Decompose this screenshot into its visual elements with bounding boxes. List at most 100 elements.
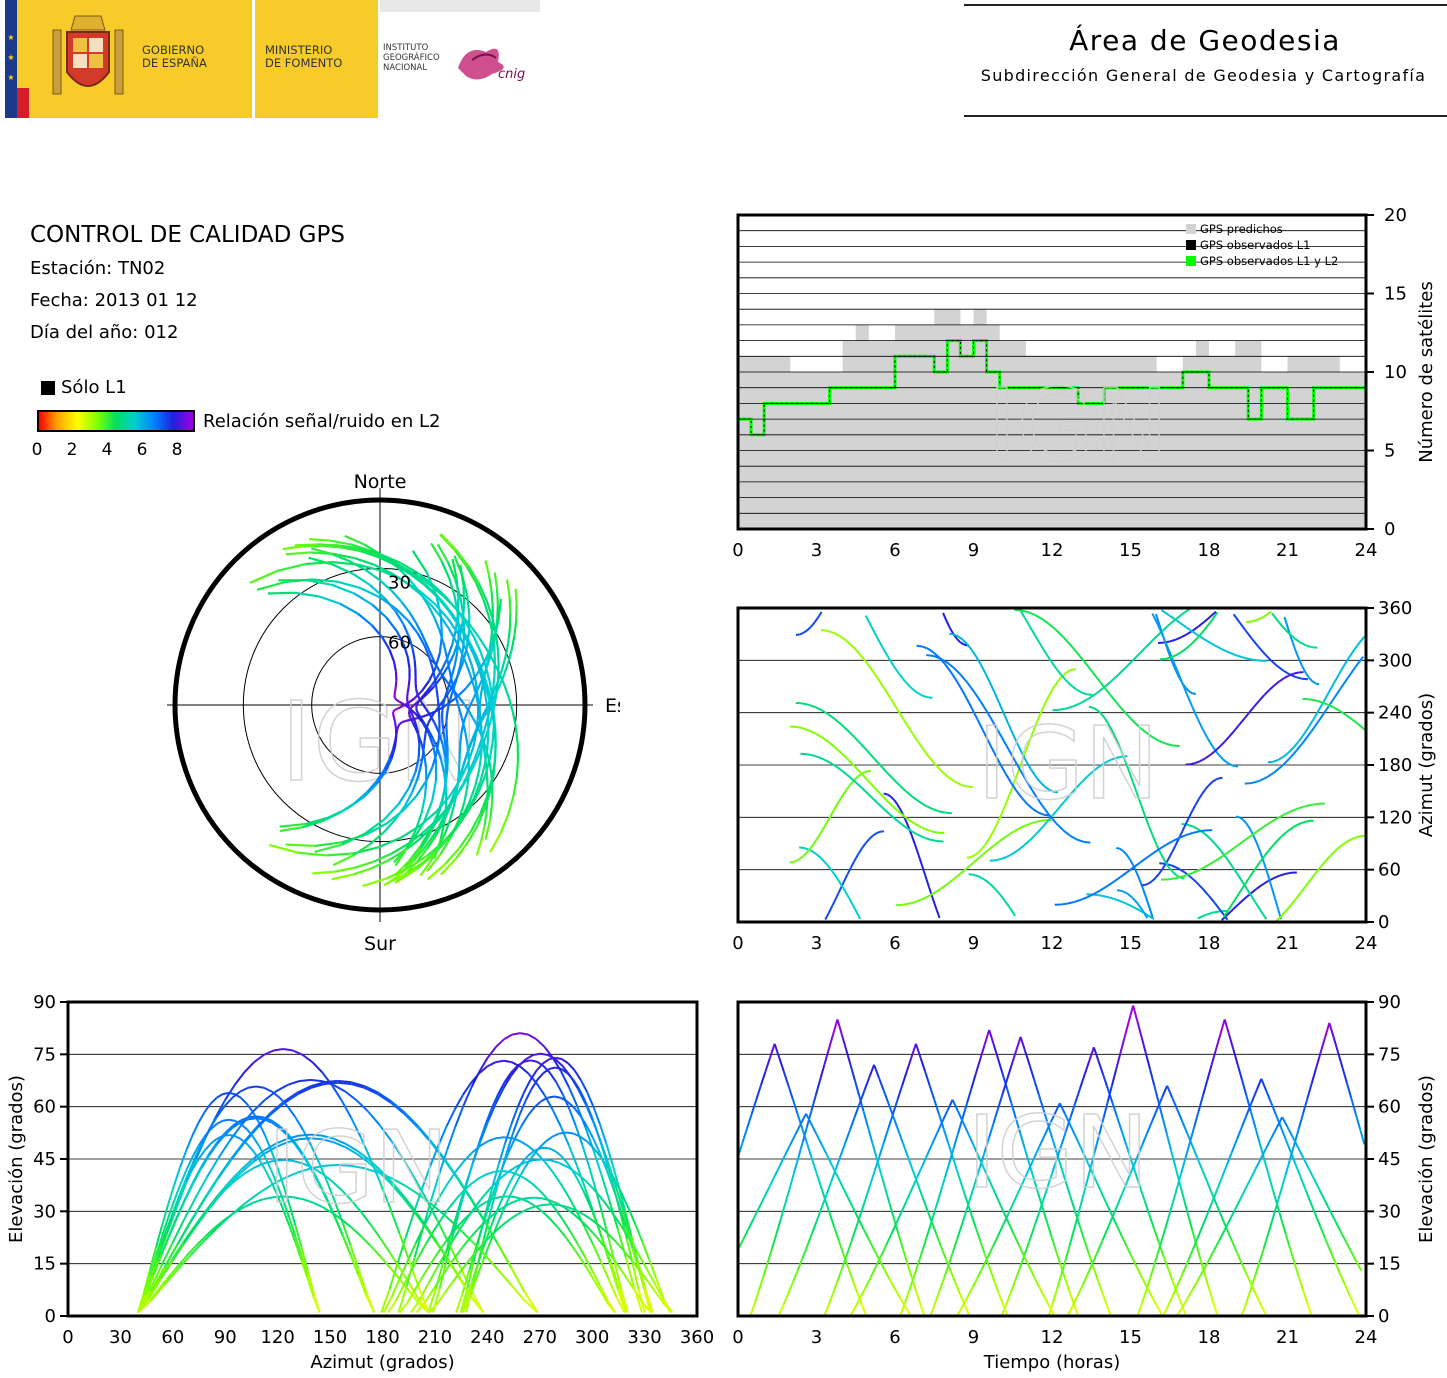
trace-segment [1115,1052,1122,1070]
trace-segment [229,1124,243,1142]
track-segment [394,697,398,701]
trace-segment [283,1093,299,1104]
trace-segment [572,1212,582,1221]
trace-segment [1111,1102,1118,1117]
azimuth-segment [962,639,969,646]
trace-segment [915,1166,923,1179]
trace-segment [1121,1180,1129,1194]
trace-segment [390,1102,406,1115]
track-segment [399,721,403,725]
azimuth-segment [1132,861,1141,869]
azimuth-segment [998,762,1007,774]
trace-segment [903,1290,911,1304]
azimuth-segment [1232,903,1240,910]
trace-segment [398,1233,411,1261]
azimuth-segment [1191,630,1200,637]
trace-segment [452,1269,462,1283]
trace-segment [292,1159,303,1165]
trace-segment [292,1196,303,1201]
trace-segment [264,1156,273,1171]
azimuth-segment [925,837,932,841]
trace-segment [608,1262,619,1290]
azimuth-segment [972,856,981,864]
trace-segment [542,1068,550,1074]
trace-segment [1043,1124,1051,1137]
azimuth-segment [1320,701,1328,706]
trace-segment [523,1059,531,1063]
azimuth-segment [1171,658,1179,672]
trace-segment [983,1137,990,1153]
azimuth-segment [1273,874,1280,880]
cbar-tick: 2 [66,440,78,460]
trace-segment [434,1261,445,1289]
trace-segment [1302,1097,1309,1114]
trace-segment [997,1058,1004,1074]
trace-segment [1170,1150,1177,1167]
azimuth-segment [980,664,987,674]
trace-segment [773,1043,781,1058]
azimuth-segment [1194,798,1200,806]
x-tick-label: 240 [470,1327,504,1348]
trace-segment [1007,1222,1015,1235]
trace-segment [606,1302,616,1314]
track-segment [354,557,375,566]
azimuth-segment [1311,646,1318,649]
azimuth-segment [1063,794,1071,803]
trace-segment [461,1270,471,1294]
azimuth-segment [1322,691,1330,702]
trace-segment [1344,1240,1352,1252]
track-segment [437,731,444,745]
trace-segment [1017,1244,1025,1257]
trace-segment [1302,1289,1309,1304]
azimuth-segment [817,756,825,761]
track-segment [443,819,452,835]
azimuth-segment [1034,775,1041,783]
azimuth-segment [1111,731,1118,741]
track-segment [396,566,411,581]
track-segment [455,578,460,598]
azimuth-segment [1159,862,1166,865]
trace-segment [1262,1234,1269,1250]
azimuth-segment [932,651,940,658]
trace-segment [841,1186,849,1198]
azimuth-segment [1096,709,1102,715]
track-segment [462,585,466,606]
trace-segment [921,1154,928,1168]
azimuth-segment [1093,893,1102,897]
trace-segment [318,1162,328,1182]
track-segment [365,569,381,582]
trace-segment [294,1235,303,1256]
trace-segment [960,1210,968,1225]
track-segment [475,840,483,856]
trace-segment [529,1069,538,1081]
x-tick-label: 18 [1198,540,1221,560]
trace-segment [976,1266,984,1278]
trace-segment [1284,1159,1291,1176]
track-segment [448,692,454,701]
azimuth-segment [1039,781,1046,788]
trace-segment [576,1179,585,1192]
azimuth-segment [1025,822,1033,827]
azimuth-segment [799,855,804,860]
track-segment [420,796,427,814]
trace-segment [1349,1250,1357,1262]
trace-segment [1294,1164,1302,1178]
trace-segment [1092,1047,1100,1062]
trace-segment [444,1280,454,1294]
trace-segment [925,1221,933,1237]
trace-segment [555,1150,562,1157]
logo-ministry-line1: MINISTERIO [265,43,333,57]
azimuth-segment [1269,817,1278,824]
trace-segment [860,1198,867,1214]
track-segment [453,549,468,568]
trace-segment [569,1075,579,1090]
trace-segment [192,1167,202,1183]
track-segment [485,775,489,788]
azimuth-segment [1087,892,1095,898]
azimuth-segment [1188,870,1196,876]
azimuth-segment [1208,781,1214,786]
trace-segment [1184,1142,1191,1159]
azimuth-segment [1300,885,1307,894]
trace-segment [275,1137,288,1145]
